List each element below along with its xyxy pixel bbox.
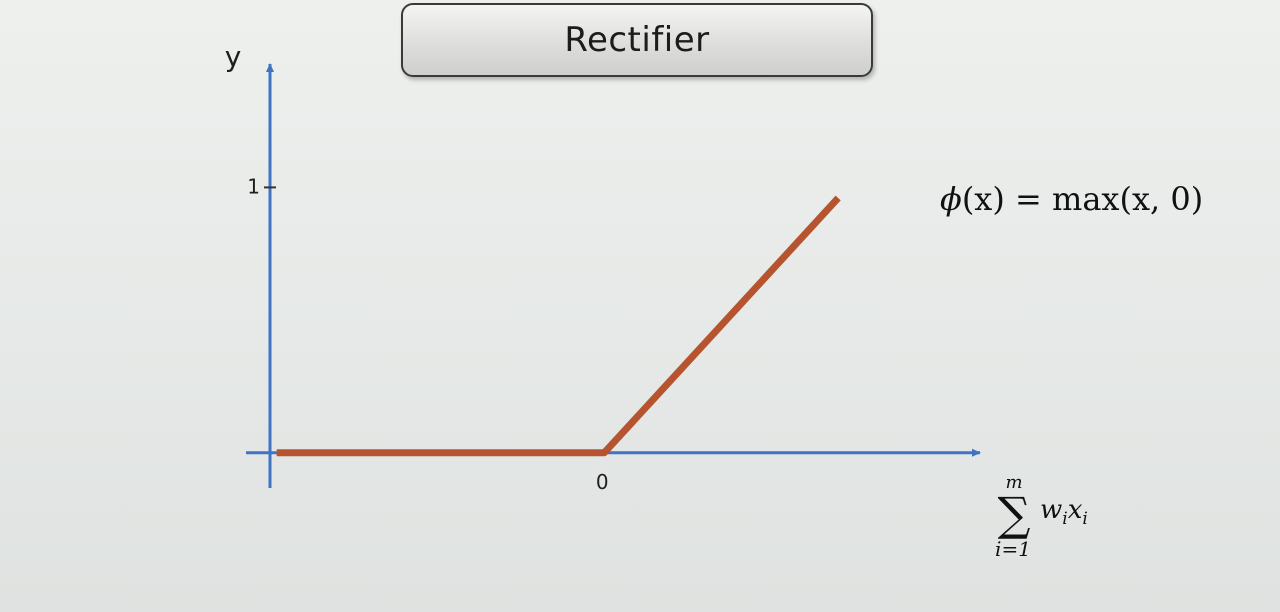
x-axis-label: m ∑ i=1 wixi	[995, 472, 1088, 561]
summand-w: w	[1040, 495, 1062, 525]
relu-curve-line	[276, 195, 841, 457]
formula-annotation: ϕ(x) = max(x, 0)	[940, 180, 1203, 218]
sum-symbol: ∑	[998, 487, 1031, 541]
formula-phi: ϕ	[940, 180, 962, 218]
sum-upper-limit: m	[1005, 472, 1022, 493]
y-axis-label: y	[225, 40, 242, 73]
y-tick-label: 1	[247, 174, 260, 198]
chart-title-box: Rectifier	[401, 3, 873, 77]
x-tick-label: 0	[596, 470, 609, 494]
summand: wixi	[1040, 495, 1088, 529]
formula-body: (x) = max(x, 0)	[962, 180, 1203, 218]
sum-lower-limit: i=1	[995, 537, 1031, 561]
summand-x-sub: i	[1082, 509, 1087, 529]
summand-w-sub: i	[1062, 509, 1067, 529]
summand-x: x	[1068, 495, 1083, 525]
chart-title: Rectifier	[564, 20, 710, 60]
